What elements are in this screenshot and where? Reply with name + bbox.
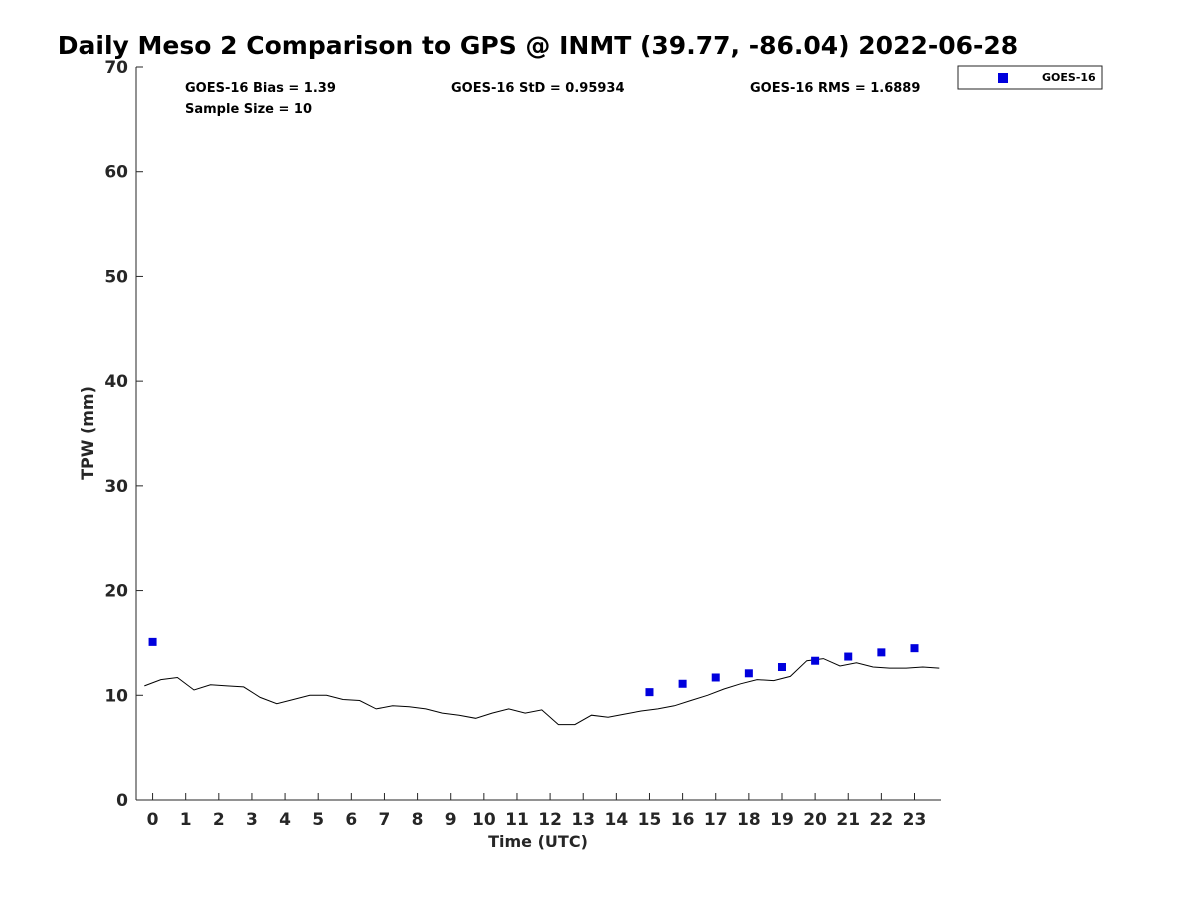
y-tick-label: 20 bbox=[104, 582, 128, 602]
x-tick-label: 9 bbox=[445, 810, 457, 830]
sample-size-annotation: Sample Size = 10 bbox=[185, 102, 312, 117]
x-tick-label: 23 bbox=[903, 810, 927, 830]
legend-marker-goes16 bbox=[998, 73, 1008, 83]
y-tick-label: 30 bbox=[104, 477, 128, 497]
x-tick-label: 18 bbox=[737, 810, 761, 830]
legend: GOES-16 bbox=[957, 65, 1103, 90]
goes16-data-point bbox=[711, 673, 720, 682]
y-tick-label: 70 bbox=[104, 58, 128, 78]
series-layer bbox=[144, 637, 940, 726]
x-tick-label: 19 bbox=[770, 810, 794, 830]
x-tick-label: 1 bbox=[180, 810, 192, 830]
legend-box bbox=[957, 65, 1103, 90]
bias-annotation: GOES-16 Bias = 1.39 bbox=[185, 81, 336, 96]
y-tick-label: 50 bbox=[104, 267, 128, 287]
x-tick-label: 3 bbox=[246, 810, 258, 830]
goes16-data-point bbox=[877, 648, 886, 657]
x-tick-label: 21 bbox=[836, 810, 860, 830]
goes16-data-point bbox=[910, 644, 919, 653]
gps-tpw-line bbox=[144, 658, 940, 726]
x-tick-label: 0 bbox=[147, 810, 159, 830]
goes16-data-point bbox=[811, 656, 820, 665]
y-tick-label: 10 bbox=[104, 686, 128, 706]
x-tick-label: 11 bbox=[505, 810, 529, 830]
x-tick-label: 16 bbox=[671, 810, 695, 830]
x-tick-label: 8 bbox=[412, 810, 424, 830]
goes16-data-point bbox=[777, 663, 786, 672]
y-axis-ticks: 0 10 20 30 40 50 60 70 bbox=[104, 58, 143, 811]
y-tick-label: 40 bbox=[104, 372, 128, 392]
y-tick-label: 60 bbox=[104, 163, 128, 183]
legend-label-goes16: GOES-16 bbox=[1042, 71, 1096, 84]
goes16-data-point bbox=[148, 637, 157, 646]
chart-title: Daily Meso 2 Comparison to GPS @ INMT (3… bbox=[58, 31, 1018, 60]
goes16-data-point bbox=[844, 652, 853, 661]
x-tick-label: 17 bbox=[704, 810, 728, 830]
y-tick-label: 0 bbox=[116, 791, 128, 811]
x-tick-label: 4 bbox=[279, 810, 291, 830]
x-tick-label: 5 bbox=[312, 810, 324, 830]
x-axis-ticks: 0 1 2 3 4 5 6 7 8 9 10 11 12 13 14 15 16 17 18 19 20 21 22 23 bbox=[147, 793, 927, 830]
x-tick-label: 15 bbox=[638, 810, 662, 830]
x-tick-label: 2 bbox=[213, 810, 225, 830]
y-axis-label: TPW (mm) bbox=[78, 386, 97, 480]
x-tick-label: 13 bbox=[571, 810, 595, 830]
x-tick-label: 22 bbox=[870, 810, 894, 830]
x-tick-label: 10 bbox=[472, 810, 496, 830]
x-tick-label: 12 bbox=[538, 810, 562, 830]
x-tick-label: 6 bbox=[345, 810, 357, 830]
rms-annotation: GOES-16 RMS = 1.6889 bbox=[750, 81, 920, 96]
x-tick-label: 20 bbox=[803, 810, 827, 830]
x-axis-label: Time (UTC) bbox=[488, 832, 588, 851]
goes16-data-point bbox=[678, 679, 687, 688]
std-annotation: GOES-16 StD = 0.95934 bbox=[451, 81, 625, 96]
x-tick-label: 7 bbox=[379, 810, 391, 830]
goes16-data-point bbox=[744, 669, 753, 678]
x-tick-label: 14 bbox=[605, 810, 629, 830]
goes16-data-point bbox=[645, 688, 654, 697]
